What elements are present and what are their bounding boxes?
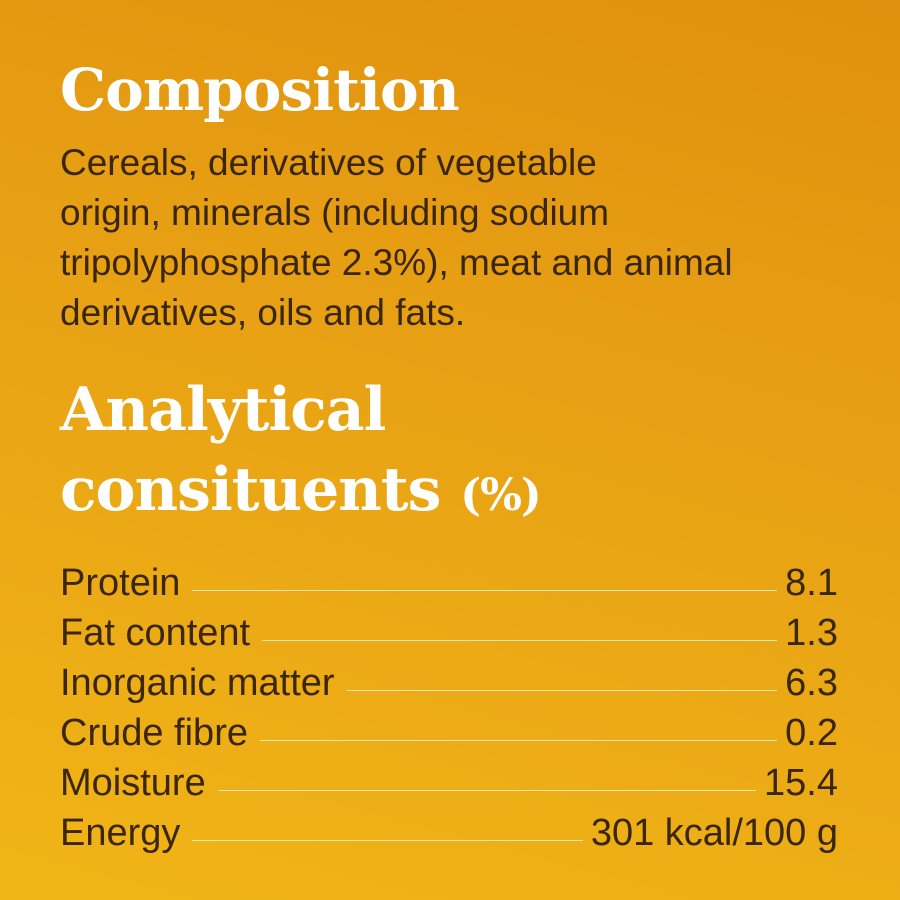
section-title: Composition (60, 56, 460, 124)
leader (262, 640, 778, 641)
text-line: Cereals, derivatives of vegetable (60, 142, 597, 183)
label: Moisture (60, 762, 206, 804)
label: Crude fibre (60, 712, 248, 754)
label: Inorganic matter (60, 662, 335, 704)
composition-text: Cereals, derivatives of vegetable origin,… (60, 138, 840, 338)
value: 6.3 (785, 662, 838, 704)
unit: (%) (460, 470, 541, 521)
value: 301 kcal/100 g (590, 812, 838, 854)
row: Protein 8.1 (60, 558, 838, 608)
row: Inorganic matter 6.3 (60, 658, 838, 708)
leader (192, 840, 583, 841)
row: Fat content 1.3 (60, 608, 838, 658)
label: Protein (60, 562, 181, 604)
leader (217, 790, 757, 791)
text-line: tripolyphosphate 2.3%), meat and animal (60, 242, 733, 283)
value: 15.4 (764, 762, 838, 804)
title-text: consituents (60, 455, 441, 525)
title-line: Analytical (60, 375, 386, 445)
value: 1.3 (785, 612, 838, 654)
row: Energy 301 kcal/100 g (60, 808, 838, 858)
leader (346, 690, 778, 691)
value: 8.1 (785, 562, 838, 604)
leader (259, 740, 778, 741)
leader (192, 590, 778, 591)
row: Crude fibre 0.2 (60, 708, 838, 758)
value: 0.2 (785, 712, 838, 754)
row: Moisture 15.4 (60, 758, 838, 808)
title-line: consituents (%) (60, 450, 840, 536)
constituents-table: Protein 8.1 Fat content 1.3 Inorganic matter… (60, 558, 838, 858)
label: Fat content (60, 612, 251, 654)
text-line: derivatives, oils and fats. (60, 292, 466, 333)
text-line: origin, minerals (including sodium (60, 192, 610, 233)
section-title: Analytical consituents (%) (60, 370, 840, 536)
label: Energy (60, 812, 181, 854)
